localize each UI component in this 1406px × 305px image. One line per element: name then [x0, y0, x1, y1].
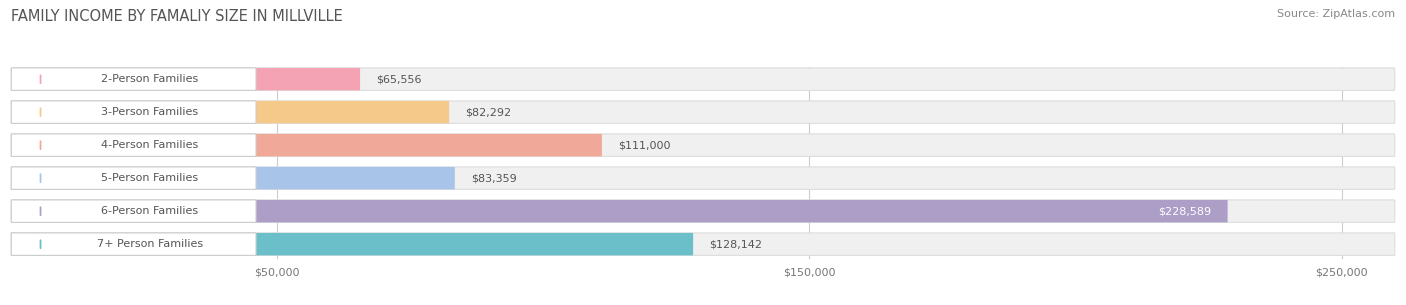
FancyBboxPatch shape	[11, 68, 360, 90]
Text: 5-Person Families: 5-Person Families	[101, 173, 198, 183]
Text: 7+ Person Families: 7+ Person Families	[97, 239, 202, 249]
FancyBboxPatch shape	[11, 167, 454, 189]
Text: $83,359: $83,359	[471, 173, 516, 183]
Text: Source: ZipAtlas.com: Source: ZipAtlas.com	[1277, 9, 1395, 19]
Text: 3-Person Families: 3-Person Families	[101, 107, 198, 117]
Text: FAMILY INCOME BY FAMALIY SIZE IN MILLVILLE: FAMILY INCOME BY FAMALIY SIZE IN MILLVIL…	[11, 9, 343, 24]
FancyBboxPatch shape	[11, 167, 256, 189]
FancyBboxPatch shape	[11, 233, 1395, 255]
Text: $111,000: $111,000	[617, 140, 671, 150]
FancyBboxPatch shape	[11, 134, 1395, 156]
Text: $65,556: $65,556	[375, 74, 422, 84]
Text: 6-Person Families: 6-Person Families	[101, 206, 198, 216]
FancyBboxPatch shape	[11, 200, 256, 222]
FancyBboxPatch shape	[11, 134, 256, 156]
FancyBboxPatch shape	[11, 101, 256, 123]
Text: $82,292: $82,292	[465, 107, 512, 117]
FancyBboxPatch shape	[11, 233, 693, 255]
FancyBboxPatch shape	[11, 233, 256, 255]
Text: $128,142: $128,142	[709, 239, 762, 249]
FancyBboxPatch shape	[11, 68, 256, 90]
Text: $228,589: $228,589	[1159, 206, 1212, 216]
FancyBboxPatch shape	[11, 200, 1227, 222]
FancyBboxPatch shape	[11, 167, 1395, 189]
Text: 2-Person Families: 2-Person Families	[101, 74, 198, 84]
Text: 4-Person Families: 4-Person Families	[101, 140, 198, 150]
FancyBboxPatch shape	[11, 101, 1395, 123]
FancyBboxPatch shape	[11, 134, 602, 156]
FancyBboxPatch shape	[11, 200, 1395, 222]
FancyBboxPatch shape	[11, 101, 449, 123]
FancyBboxPatch shape	[11, 68, 1395, 90]
